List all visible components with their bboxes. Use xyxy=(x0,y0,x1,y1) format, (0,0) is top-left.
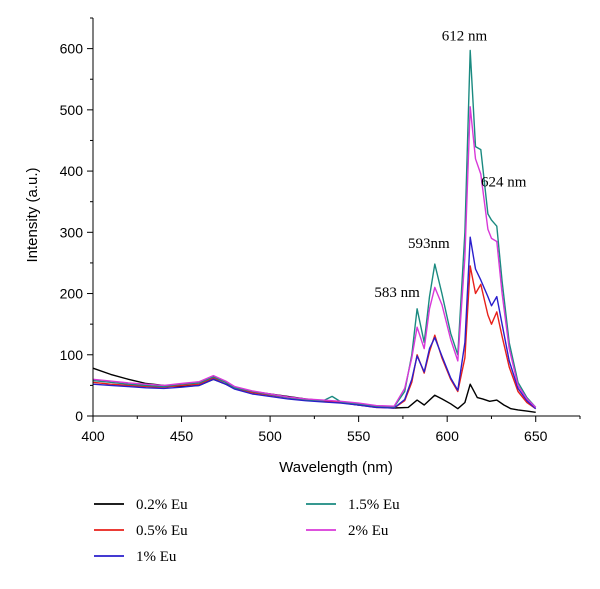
y-tick-label: 200 xyxy=(60,286,84,302)
x-tick-label: 550 xyxy=(347,428,371,444)
y-tick-label: 400 xyxy=(60,163,84,179)
x-tick-label: 600 xyxy=(436,428,460,444)
legend-label: 0.2% Eu xyxy=(136,497,188,513)
peak-annotation: 583 nm xyxy=(374,285,420,301)
series-line-4 xyxy=(92,49,537,408)
axes: 400 450 500 550 600 650 0 100 200 300 400 500 600 xyxy=(60,17,581,444)
x-tick-label: 400 xyxy=(81,428,105,444)
y-tick-label: 100 xyxy=(60,347,84,363)
plot-lines xyxy=(92,49,537,413)
y-axis-title: Intensity (a.u.) xyxy=(24,167,41,262)
legend-label: 0.5% Eu xyxy=(136,523,188,539)
x-axis-title: Wavelength (nm) xyxy=(279,459,393,476)
series-line-5 xyxy=(92,106,537,408)
y-tick-label: 300 xyxy=(60,224,84,240)
annotations: 583 nm 593nm 612 nm 624 nm xyxy=(374,28,526,300)
legend-label: 2% Eu xyxy=(348,523,389,539)
x-tick-label: 650 xyxy=(524,428,548,444)
y-tick-label: 500 xyxy=(60,102,84,118)
y-tick-label: 600 xyxy=(60,41,84,57)
peak-annotation: 612 nm xyxy=(442,28,488,44)
legend-label: 1% Eu xyxy=(136,549,177,565)
peak-annotation: 624 nm xyxy=(481,175,527,191)
y-tick-label: 0 xyxy=(75,408,83,424)
series-line-3 xyxy=(92,236,537,410)
legend-label: 1.5% Eu xyxy=(348,497,400,513)
x-tick-label: 500 xyxy=(258,428,282,444)
x-tick-label: 450 xyxy=(170,428,194,444)
legend: 0.2% Eu 0.5% Eu 1% Eu 1.5% Eu 2% Eu xyxy=(94,497,400,565)
peak-annotation: 593nm xyxy=(408,236,450,252)
series-line-1 xyxy=(92,367,536,413)
